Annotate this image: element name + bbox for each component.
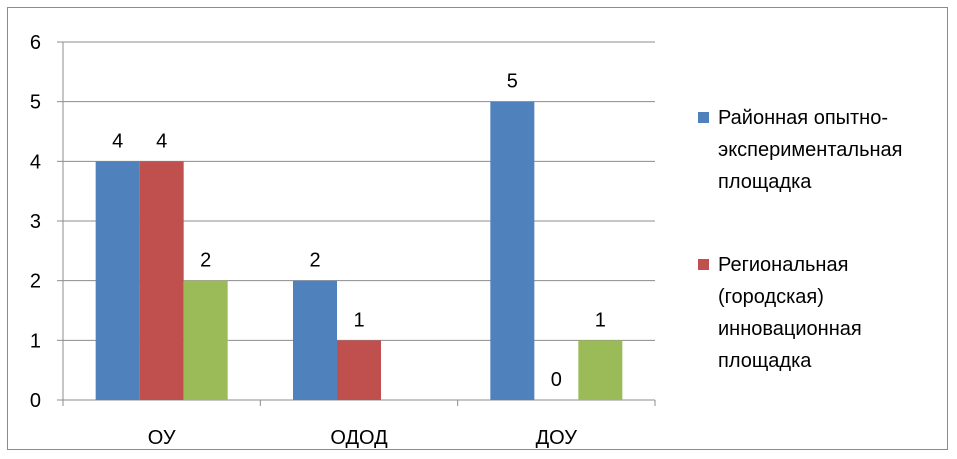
legend-swatch-series-2: [698, 259, 709, 270]
y-tick-label: 6: [30, 32, 41, 54]
bars: [95, 101, 623, 401]
y-tick-label: 2: [30, 271, 41, 293]
data-label: 2: [200, 250, 211, 272]
y-tick-label: 0: [30, 390, 41, 412]
data-label: 4: [156, 130, 167, 152]
data-label: 1: [353, 309, 364, 331]
legend-label-series-2-line-3: инновационная: [718, 318, 862, 340]
data-label: 2: [309, 250, 320, 272]
legend-swatch-series-1: [698, 112, 709, 123]
data-label: 0: [551, 369, 562, 391]
tick-labels: 0 1 2 3 4 5 6 ОУ ОДОД ДОУ: [30, 32, 577, 449]
y-tick-label: 5: [30, 92, 41, 114]
bar: [95, 161, 140, 400]
data-label: 1: [595, 309, 606, 331]
x-tick-label: ДОУ: [536, 427, 578, 449]
bar: [293, 280, 337, 400]
y-tick-label: 4: [30, 151, 41, 173]
data-label: 4: [112, 130, 123, 152]
bar: [183, 280, 228, 400]
legend-label-series-1-line-2: экспериментальная: [718, 139, 903, 161]
y-tick-label: 3: [30, 211, 41, 233]
bar: [578, 340, 623, 400]
x-tick-label: ОУ: [148, 427, 176, 449]
legend-label-series-1-line-1: Районная опытно-: [718, 107, 888, 129]
legend: Районная опытно- экспериментальная площа…: [698, 107, 903, 372]
bar: [490, 101, 535, 401]
legend-label-series-2-line-4: площадка: [718, 350, 812, 372]
legend-label-series-2-line-1: Региональная: [718, 254, 848, 276]
x-tick-label: ОДОД: [330, 427, 388, 449]
bar: [337, 340, 381, 400]
legend-label-series-2-line-2: (городская): [718, 286, 824, 308]
y-tick-label: 1: [30, 330, 41, 352]
data-label: 5: [507, 71, 518, 93]
legend-label-series-1-line-3: площадка: [718, 171, 812, 193]
bar: [139, 161, 184, 400]
data-labels: 4 4 2 2 1 5 0 1: [112, 71, 606, 391]
